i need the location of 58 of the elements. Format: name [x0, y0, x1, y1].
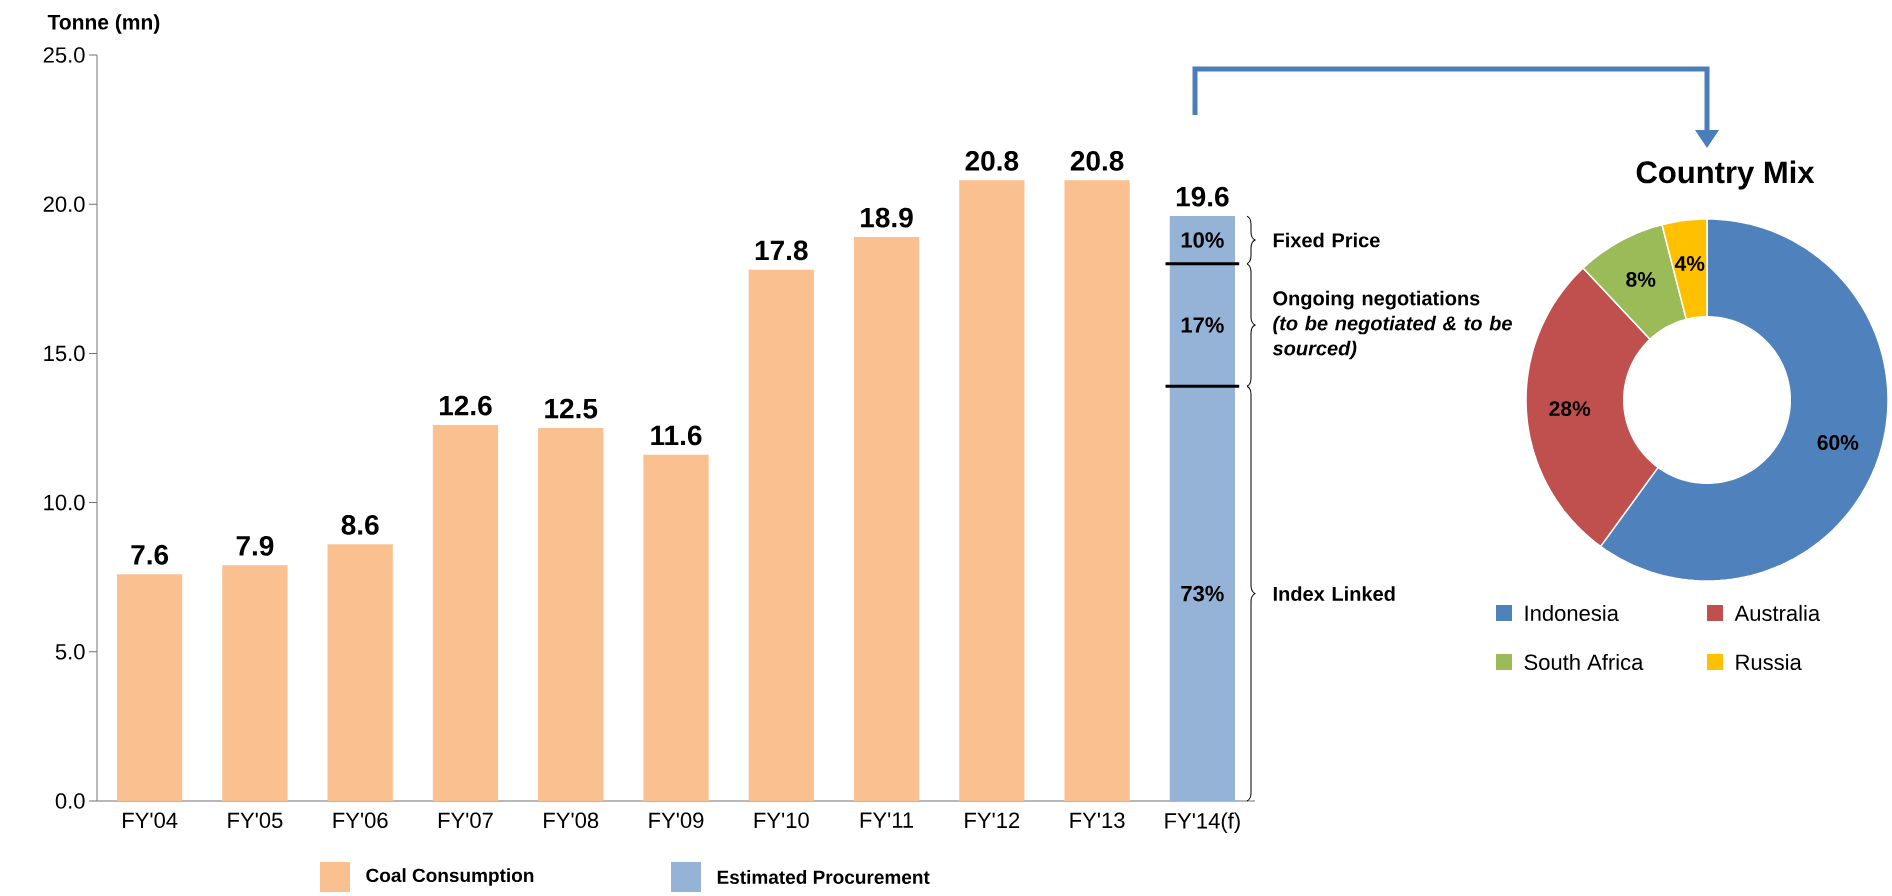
- bar: [1169, 263, 1235, 387]
- x-tick-label: FY'07: [438, 812, 493, 829]
- annotation: 17%: [1181, 317, 1224, 333]
- total-label: 20.8: [1070, 150, 1124, 171]
- bar: [748, 269, 814, 801]
- bar: [222, 565, 288, 801]
- total-label: 19.6: [1176, 186, 1229, 207]
- x-tick-label: FY'10: [754, 812, 809, 829]
- total-label: 7.6: [131, 544, 169, 565]
- y-tick-label: 5.0: [55, 643, 85, 660]
- bar: [538, 427, 604, 801]
- bar: [853, 237, 920, 801]
- bar: [1169, 386, 1235, 801]
- legend-label: Australia: [1734, 604, 1821, 622]
- total-label: 20.8: [965, 150, 1019, 171]
- bar: [1064, 180, 1130, 801]
- data-label: 60%: [1817, 435, 1859, 450]
- y-tick-label: 20.0: [43, 196, 85, 212]
- total-label: 7.9: [236, 535, 274, 556]
- x-tick-label: FY'05: [228, 812, 283, 829]
- total-label: 8.6: [341, 515, 379, 535]
- y-tick-label: 10.0: [44, 494, 85, 511]
- bar: [959, 180, 1025, 801]
- legend-label: Indonesia: [1525, 604, 1619, 622]
- text: Index Linked: [1273, 586, 1395, 601]
- legend-label: South Africa: [1524, 653, 1644, 671]
- bar: [432, 425, 499, 801]
- total-label: 12.5: [545, 398, 598, 419]
- x-tick-label: FY'11: [860, 812, 914, 828]
- y-axis-title: Tonne (mn): [47, 14, 160, 34]
- legend-label: Estimated Procurement: [717, 870, 930, 884]
- chart-title: Country Mix: [1636, 160, 1815, 190]
- total-label: 17.8: [755, 240, 808, 261]
- legend-label: Coal Consumption: [366, 868, 534, 886]
- total-label: 11.6: [651, 425, 702, 446]
- bar: [117, 574, 183, 801]
- data-label: 8%: [1626, 272, 1656, 287]
- annotation: 10%: [1181, 232, 1224, 248]
- x-tick-label: FY'04: [123, 812, 178, 829]
- data-label: 4%: [1674, 256, 1705, 271]
- text: Ongoing negotiations (to be negotiated & to be sourced): [1272, 290, 1512, 360]
- data-label: 28%: [1549, 401, 1591, 417]
- x-tick-label: FY'12: [965, 812, 1020, 828]
- x-tick-label: FY'06: [333, 812, 388, 829]
- y-tick-label: 0.0: [55, 793, 85, 809]
- x-tick-label: FY'09: [649, 812, 704, 829]
- bar: [327, 544, 393, 801]
- x-tick-label: FY'14(f): [1165, 812, 1240, 834]
- y-tick-label: 15.0: [44, 345, 85, 362]
- x-tick-label: FY'08: [544, 812, 599, 829]
- y-tick-label: 25.0: [43, 47, 85, 63]
- total-label: 18.9: [861, 207, 913, 228]
- bar: [643, 454, 709, 801]
- legend-label: Russia: [1736, 653, 1802, 671]
- text: Fixed Price: [1273, 232, 1380, 248]
- annotation: 73%: [1181, 585, 1224, 602]
- total-label: 12.6: [439, 395, 492, 416]
- x-tick-label: FY'13: [1070, 812, 1125, 829]
